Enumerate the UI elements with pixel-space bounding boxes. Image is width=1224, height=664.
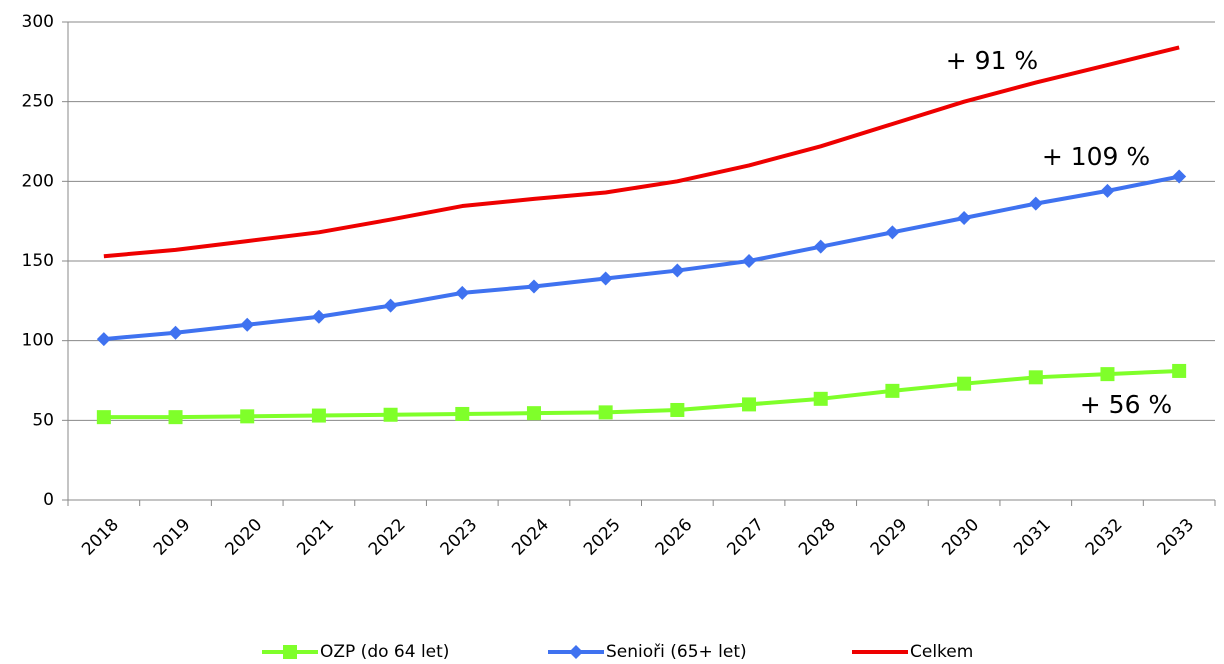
legend-marker [569, 645, 583, 659]
y-tick-label: 250 [22, 92, 54, 112]
marker [670, 402, 685, 417]
x-tick-label: 2027 [723, 515, 768, 560]
line [103, 368, 1180, 420]
marker [311, 408, 326, 423]
marker [742, 397, 757, 412]
marker [1172, 169, 1187, 184]
marker [957, 210, 972, 225]
x-tick-label: 2026 [652, 515, 697, 560]
marker [455, 285, 470, 300]
x-tick-label: 2031 [1010, 515, 1055, 560]
marker [957, 376, 972, 391]
x-tick-label: 2023 [437, 515, 482, 560]
marker [96, 332, 111, 347]
marker [96, 410, 111, 425]
marker [311, 309, 326, 324]
marker [885, 383, 900, 398]
marker [1100, 367, 1115, 382]
x-tick-label: 2032 [1082, 515, 1127, 560]
y-tick-label: 200 [22, 171, 54, 191]
x-tick-label: 2018 [78, 515, 123, 560]
marker [885, 225, 900, 240]
legend-marker [283, 645, 297, 659]
line [103, 45, 1180, 259]
marker [598, 271, 613, 286]
y-tick-label: 100 [22, 331, 54, 351]
x-tick-label: 2029 [867, 515, 912, 560]
x-tick-label: 2021 [293, 515, 338, 560]
marker [813, 239, 828, 254]
x-tick-label: 2022 [365, 515, 410, 560]
marker [742, 254, 757, 268]
x-tick-label: 2024 [508, 515, 553, 560]
marker [383, 407, 398, 422]
x-tick-label: 2033 [1153, 515, 1198, 560]
marker [526, 406, 541, 421]
y-tick-label: 0 [43, 490, 54, 510]
marker [168, 410, 183, 425]
annotation: + 109 % [1042, 142, 1150, 171]
marker [240, 409, 255, 424]
marker [383, 298, 398, 313]
marker [168, 325, 183, 340]
marker [240, 317, 255, 332]
x-tick-label: 2019 [150, 515, 195, 560]
line [103, 174, 1180, 342]
x-tick-label: 2020 [222, 515, 267, 560]
marker [1028, 370, 1043, 385]
y-tick-label: 50 [32, 410, 54, 430]
legend-label: Celkem [910, 642, 973, 662]
marker [670, 263, 685, 278]
y-tick-label: 300 [22, 12, 54, 32]
marker [1172, 363, 1187, 378]
y-tick-label: 150 [22, 251, 54, 271]
annotation: + 91 % [946, 46, 1038, 75]
annotation: + 56 % [1080, 390, 1172, 419]
marker [813, 391, 828, 406]
x-tick-label: 2025 [580, 515, 625, 560]
legend-label: Senioři (65+ let) [606, 642, 747, 662]
x-tick-label: 2028 [795, 515, 840, 560]
marker [598, 405, 613, 420]
marker [526, 279, 541, 294]
legend-label: OZP (do 64 let) [320, 642, 449, 662]
marker [1028, 196, 1043, 211]
marker [1100, 183, 1115, 198]
x-tick-label: 2030 [938, 515, 983, 560]
marker [455, 406, 470, 421]
